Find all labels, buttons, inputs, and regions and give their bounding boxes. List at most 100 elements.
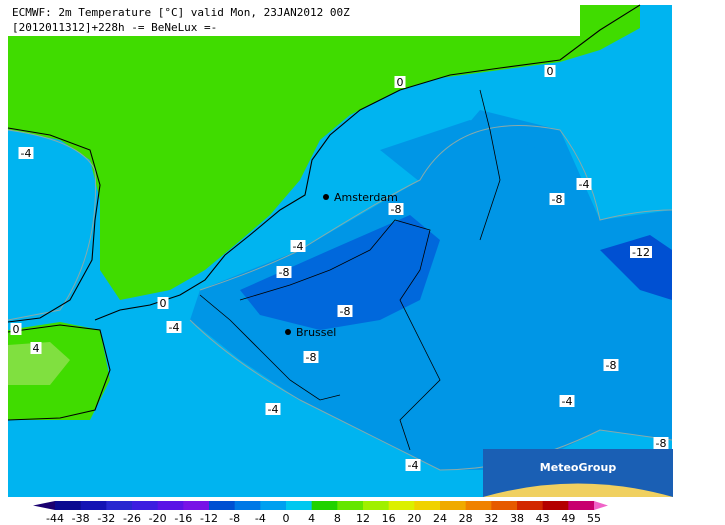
colorbar-tick-label: 24: [433, 512, 447, 525]
zone-minus12: [600, 235, 672, 300]
colorbar: -44 -38 -32 -26 -20 -16 -12 -8 -4 0 4 8 12 16 20 24 28 32…: [33, 501, 608, 525]
colorbar-cell: [132, 501, 159, 510]
colorbar-tick-label: 32: [484, 512, 498, 525]
colorbar-cell: [209, 501, 236, 510]
contour-label-box: [18, 147, 34, 159]
colorbar-cell: [157, 501, 184, 510]
colorbar-cell: [491, 501, 518, 510]
contour-label-box: [549, 193, 565, 205]
coastline-fr: [7, 324, 111, 421]
header-box: [8, 5, 580, 36]
coastline-uk: [7, 127, 101, 323]
contour-label-box: [303, 351, 319, 363]
contour-label: -8: [388, 203, 404, 216]
contour-label-box: [653, 437, 669, 449]
contour-label: -4: [166, 321, 182, 334]
zone-minus12-8: [240, 215, 440, 330]
colorbar-tick-label: -44: [46, 512, 64, 525]
colorbar-cell: [106, 501, 133, 510]
contour-label-text: -8: [306, 351, 317, 364]
contour-label-box: [630, 246, 652, 258]
colorbar-cell: [388, 501, 415, 510]
logo: MeteoGroup: [483, 449, 673, 497]
contour-label: 0: [157, 297, 169, 310]
colorbar-tick-label: -8: [229, 512, 240, 525]
colorbar-cell: [234, 501, 261, 510]
colorbar-cell: [337, 501, 364, 510]
coastline: [94, 4, 641, 321]
contour-label: -4: [405, 459, 421, 472]
contour-label-text: -4: [408, 459, 419, 472]
contour-label-box: [276, 266, 292, 278]
contour-label: -4: [559, 395, 575, 408]
contour-label: -8: [653, 437, 669, 450]
logo-text: MeteoGroup: [540, 461, 617, 474]
colorbar-tick-label: -12: [200, 512, 218, 525]
contour-label: -12: [630, 246, 652, 259]
contour-label-text: -8: [552, 193, 563, 206]
colorbar-tick-label: 4: [308, 512, 315, 525]
header-line: ECMWF: 2m Temperature [°C] valid Mon, 23…: [12, 6, 350, 19]
contour-label-box: [265, 403, 281, 415]
city-dot: [285, 329, 291, 335]
zone-0-4-sea: [8, 5, 640, 300]
contour-labels: 00-4-4-8-8-4 -12-80-4-804-8-8-4-4-4-8: [10, 65, 669, 472]
city-amsterdam: Amsterdam: [323, 191, 398, 204]
contour-label-box: [388, 203, 404, 215]
contour-label-box: [157, 297, 169, 309]
colorbar-cell: [517, 501, 544, 510]
contour-label: 0: [10, 323, 22, 336]
header-line: [2012011312]+228h -= BeNeLux =-: [12, 21, 217, 34]
contour-label: -4: [265, 403, 281, 416]
border: [479, 89, 501, 241]
colorbar-cell: [311, 501, 338, 510]
colorbar-tick-label: -20: [149, 512, 167, 525]
contour-label-text: 0: [547, 65, 554, 78]
contour-label-box: [166, 321, 182, 333]
isoline: [199, 125, 673, 291]
contour-label-box: [290, 240, 306, 252]
colorbar-end: [33, 501, 55, 510]
contour-label-text: -4: [268, 403, 279, 416]
contour-label: -8: [549, 193, 565, 206]
contour-label-box: [559, 395, 575, 407]
zone-minus8-4-north: [380, 120, 560, 200]
contour-label-text: 0: [13, 323, 20, 336]
contour-label: -4: [290, 240, 306, 253]
logo-swoosh: [483, 483, 673, 497]
contour-label: -8: [303, 351, 319, 364]
colorbar-tick-label: 12: [356, 512, 370, 525]
contour-label: 4: [30, 342, 42, 355]
contour-label-text: 0: [160, 297, 167, 310]
colorbar-tick-label: 8: [334, 512, 341, 525]
contour-label-text: -12: [632, 246, 650, 259]
contour-label: -8: [603, 359, 619, 372]
colorbar-tick-label: 16: [382, 512, 396, 525]
contour-label-box: [576, 178, 592, 190]
contour-label: 0: [394, 76, 406, 89]
contour-label-box: [394, 76, 406, 88]
colorbar-tick-label: -26: [123, 512, 141, 525]
colorbar-tick-label: 55: [587, 512, 601, 525]
contour-label: -8: [337, 305, 353, 318]
colorbar-tick-label: -32: [97, 512, 115, 525]
contour-label-text: -4: [579, 178, 590, 191]
city-label: Amsterdam: [334, 191, 398, 204]
colorbar-tick-label: 43: [536, 512, 550, 525]
colorbar-cell: [286, 501, 313, 510]
border: [199, 294, 341, 401]
contour-label-box: [337, 305, 353, 317]
colorbar-tick-label: -16: [174, 512, 192, 525]
colorbar-cell: [363, 501, 390, 510]
colorbar-tick-label: -38: [72, 512, 90, 525]
city-label: Brussel: [296, 326, 336, 339]
colorbar-cell: [260, 501, 287, 510]
contour-label: -8: [276, 266, 292, 279]
contour-label-box: [544, 65, 556, 77]
city-brussel: Brussel: [285, 326, 336, 339]
contour-label-box: [603, 359, 619, 371]
colorbar-cell: [80, 501, 107, 510]
contour-label-text: -4: [293, 240, 304, 253]
zone-4-8: [8, 342, 70, 385]
